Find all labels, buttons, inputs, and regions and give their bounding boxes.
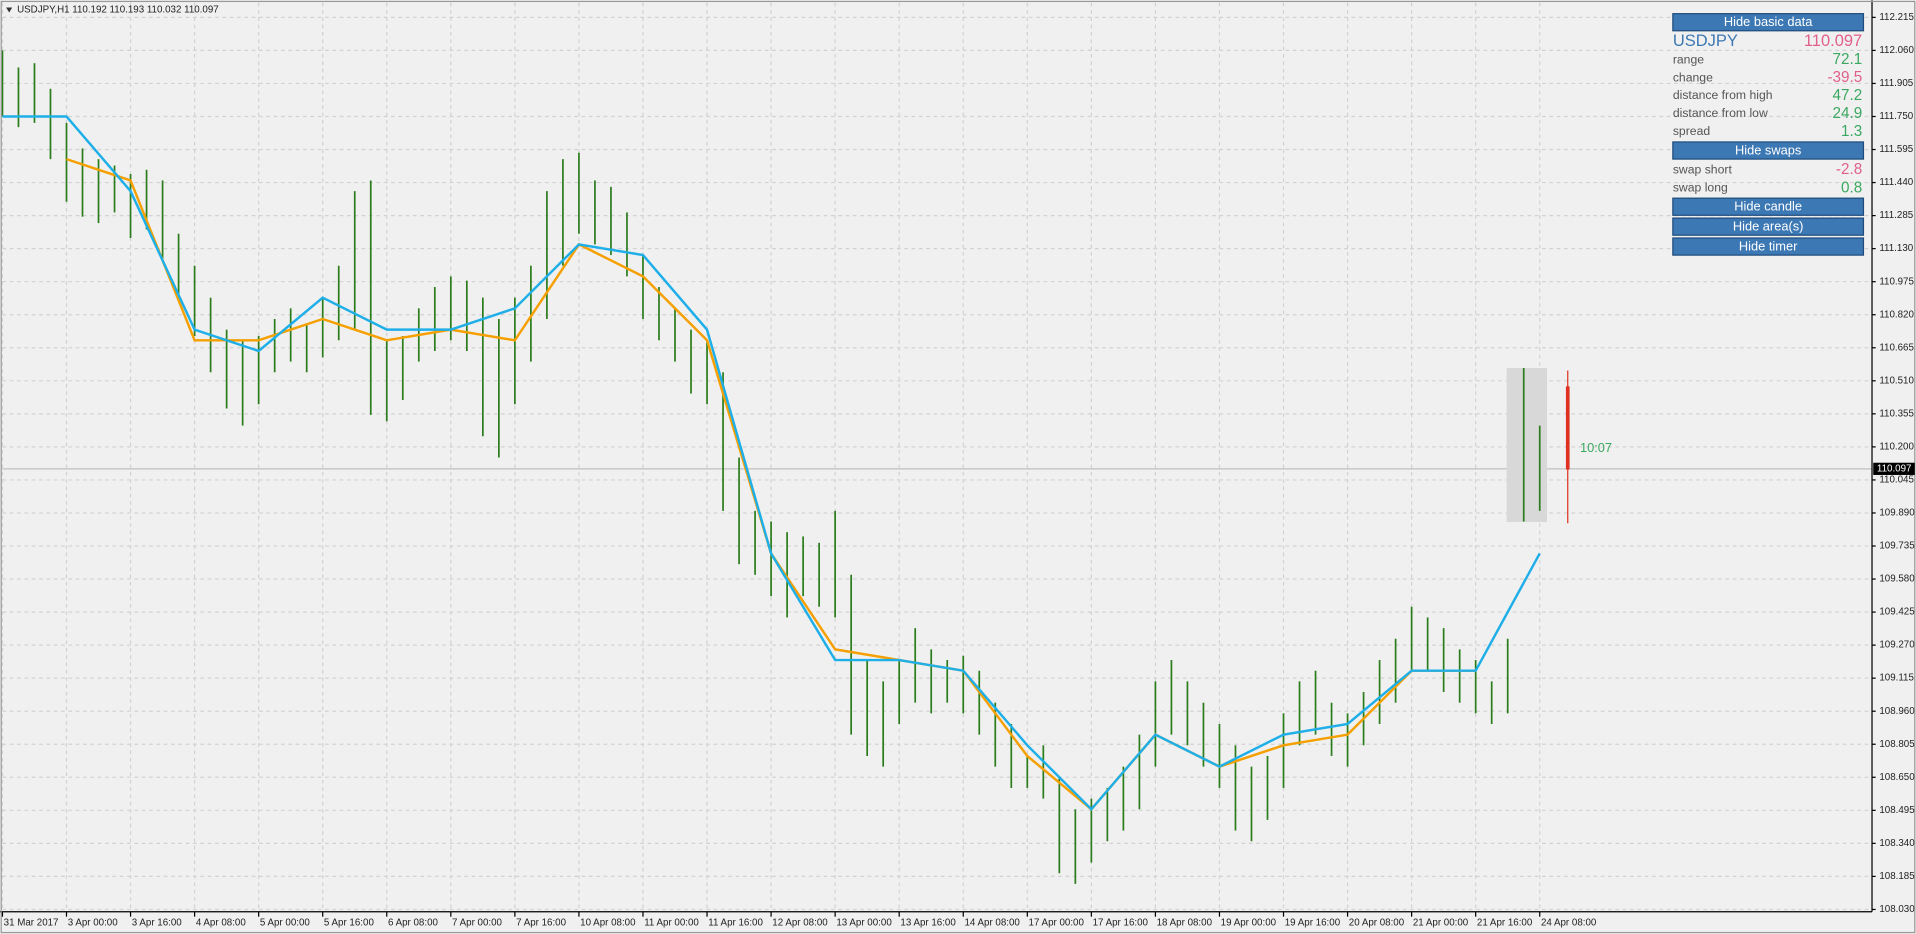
panel-button-label[interactable]: Hide area(s) (1733, 219, 1804, 234)
y-tick-label: 109.425 (1879, 607, 1915, 618)
panel-row-label: spread (1673, 124, 1710, 138)
x-tick-label: 21 Apr 16:00 (1477, 917, 1533, 928)
grid (1, 2, 1873, 912)
panel-row-value: 47.2 (1833, 87, 1863, 104)
x-tick-label: 12 Apr 08:00 (772, 917, 828, 928)
y-tick-label: 110.975 (1879, 276, 1914, 287)
moving-average (2, 115, 1541, 812)
x-tick-label: 21 Apr 00:00 (1413, 917, 1469, 928)
x-tick-label: 14 Apr 08:00 (964, 917, 1020, 928)
y-tick-label: 111.130 (1879, 243, 1913, 254)
y-tick-label: 112.060 (1879, 45, 1914, 56)
x-tick-label: 11 Apr 00:00 (644, 917, 699, 928)
panel-row-label: distance from high (1673, 88, 1773, 102)
panel-row-value: 0.8 (1841, 179, 1862, 196)
y-tick-label: 108.185 (1879, 871, 1915, 882)
x-tick-label: 10 Apr 08:00 (580, 917, 636, 928)
panel-row-label: range (1673, 52, 1704, 66)
candle-area (1506, 368, 1547, 522)
y-tick-label: 108.030 (1879, 904, 1915, 915)
timer: 10:07 (1580, 440, 1612, 455)
x-tick-label: 5 Apr 16:00 (324, 917, 375, 928)
y-tick-label: 111.285 (1879, 210, 1913, 221)
y-tick-label: 110.665 (1879, 342, 1914, 353)
y-tick-label: 109.115 (1879, 673, 1914, 684)
y-tick-label: 111.750 (1879, 111, 1913, 122)
y-tick-label: 108.495 (1879, 805, 1915, 816)
x-tick-label: 7 Apr 16:00 (516, 917, 567, 928)
plot (1, 50, 1541, 884)
y-tick-label: 111.905 (1879, 78, 1913, 89)
x-tick-label: 20 Apr 08:00 (1349, 917, 1405, 928)
x-tick-label: 3 Apr 16:00 (132, 917, 183, 928)
x-tick-label: 24 Apr 08:00 (1541, 917, 1597, 928)
panel-button[interactable] (1672, 237, 1865, 256)
y-tick-label: 109.270 (1879, 640, 1915, 651)
panel-button[interactable] (1672, 197, 1865, 216)
x-tick-label: 11 Apr 16:00 (708, 917, 763, 928)
y-tick-label: 108.805 (1879, 739, 1915, 750)
x-tick-label: 3 Apr 00:00 (68, 917, 119, 928)
panel-row-value: -39.5 (1827, 69, 1862, 86)
x-tick-label: 4 Apr 08:00 (196, 917, 247, 928)
panel-row-value: 72.1 (1833, 51, 1863, 68)
panel-button-label[interactable]: Hide timer (1739, 239, 1798, 254)
panel-row-label: swap long (1673, 181, 1728, 195)
y-tick-label: 110.045 (1879, 475, 1914, 486)
panel-button[interactable] (1672, 217, 1865, 236)
panel-row-value: -2.8 (1836, 161, 1862, 178)
x-tick-label: 19 Apr 00:00 (1221, 917, 1277, 928)
y-tick-label: 108.650 (1879, 772, 1915, 783)
panel-row-value: 1.3 (1841, 123, 1862, 140)
current-price-label: 110.097 (1877, 463, 1912, 474)
y-tick-label: 110.355 (1879, 408, 1914, 419)
y-tick-label: 111.595 (1879, 144, 1913, 155)
y-tick-label: 108.340 (1879, 838, 1915, 849)
x-tick-label: 17 Apr 00:00 (1029, 917, 1085, 928)
y-tick-label: 110.200 (1879, 441, 1914, 452)
x-tick-label: 5 Apr 00:00 (260, 917, 311, 928)
panel-button[interactable] (1672, 13, 1865, 32)
panel-row-label: change (1673, 70, 1713, 84)
y-tick-label: 110.510 (1879, 375, 1914, 386)
panel-button-label[interactable]: Hide swaps (1735, 143, 1801, 158)
x-tick-label: 13 Apr 00:00 (836, 917, 892, 928)
symbol: USDJPY (1673, 32, 1738, 50)
y-tick-label: 109.735 (1879, 541, 1915, 552)
panel-row-label: distance from low (1673, 106, 1768, 120)
axes: 108.030 108.185 108.340 108.495 108.650 108.8… (1, 12, 1915, 928)
x-tick-label: 31 Mar 2017 (4, 917, 59, 928)
chart-header: USDJPY,H1 110.192 110.193 110.032 110.09… (17, 5, 219, 16)
y-tick-label: 111.440 (1879, 177, 1913, 188)
panel-button[interactable] (1672, 141, 1865, 160)
x-tick-label: 13 Apr 16:00 (900, 917, 956, 928)
x-tick-label: 18 Apr 08:00 (1157, 917, 1213, 928)
panel-row-value: 24.9 (1833, 105, 1863, 122)
x-tick-label: 19 Apr 16:00 (1285, 917, 1341, 928)
price: 110.097 (1804, 32, 1862, 50)
y-tick-label: 112.215 (1879, 12, 1914, 23)
y-tick-label: 110.820 (1879, 309, 1914, 320)
x-tick-label: 17 Apr 16:00 (1093, 917, 1149, 928)
x-tick-label: 7 Apr 00:00 (452, 917, 503, 928)
header-arrow (6, 7, 13, 13)
panel-button-label[interactable]: Hide candle (1734, 199, 1802, 214)
panel-row-label: swap short (1673, 162, 1733, 176)
y-tick-label: 109.890 (1879, 508, 1915, 519)
x-tick-label: 6 Apr 08:00 (388, 917, 439, 928)
y-tick-label: 108.960 (1879, 706, 1915, 717)
info-panel: Hide basic data USDJPY 110.097 range 72.1 cha… (1672, 13, 1865, 256)
panel-button-label[interactable]: Hide basic data (1724, 14, 1813, 29)
y-tick-label: 109.580 (1879, 574, 1915, 585)
current-price-box (1873, 462, 1915, 475)
